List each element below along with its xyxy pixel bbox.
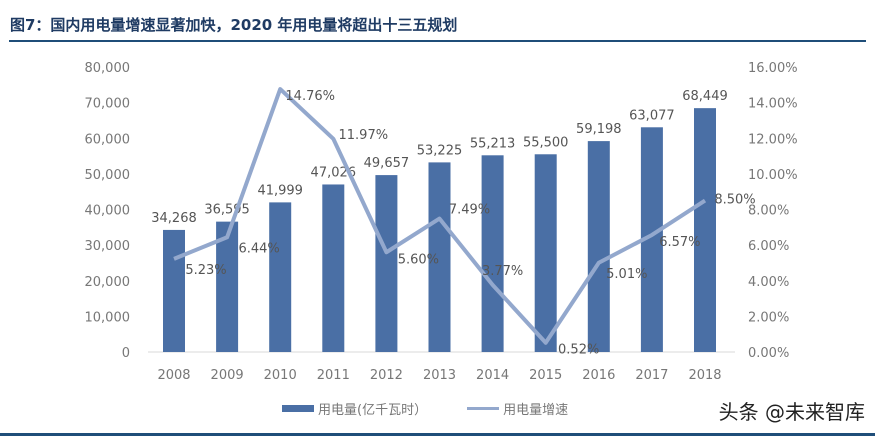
- legend-line-swatch: [467, 407, 500, 410]
- figure-title: 图7：国内用电量增速显著加快，2020 年用电量将超出十三五规划: [10, 16, 458, 34]
- line-data-label: 14.76%: [285, 89, 335, 104]
- line-data-label: 6.44%: [238, 241, 279, 256]
- line-data-label: 5.23%: [185, 263, 226, 278]
- line-data-label: 6.57%: [659, 235, 700, 250]
- x-tick: 2017: [635, 368, 668, 383]
- x-tick: 2014: [476, 368, 509, 383]
- bar: [322, 184, 345, 352]
- title-divider: [9, 40, 866, 42]
- legend-bar-swatch: [282, 405, 314, 412]
- bar: [375, 175, 398, 352]
- y-right-tick: 12.00%: [748, 132, 798, 147]
- y-right-tick: 4.00%: [748, 275, 789, 290]
- y-right-tick: 14.00%: [748, 97, 798, 112]
- bar-data-label: 59,198: [576, 122, 622, 137]
- x-tick: 2009: [211, 368, 244, 383]
- y-right-tick: 8.00%: [748, 204, 789, 219]
- bar-data-label: 63,077: [629, 108, 675, 123]
- bar-data-label: 68,449: [682, 89, 728, 104]
- line-data-label: 7.49%: [449, 203, 490, 218]
- bar-data-label: 55,213: [470, 136, 516, 151]
- watermark: 头条 @未来智库: [718, 400, 865, 424]
- bar-data-label: 53,225: [417, 143, 463, 158]
- bar: [481, 155, 504, 352]
- y-left-tick: 70,000: [85, 97, 131, 112]
- y-right-tick: 16.00%: [748, 61, 798, 76]
- bar: [694, 108, 716, 352]
- bar: [587, 141, 610, 352]
- x-tick: 2018: [688, 368, 721, 383]
- bar: [269, 202, 292, 352]
- legend-line-label: 用电量增速: [503, 403, 569, 418]
- bar: [640, 127, 663, 353]
- line-data-label: 5.01%: [606, 267, 647, 282]
- bar: [216, 221, 239, 352]
- y-left-tick: 60,000: [85, 132, 131, 147]
- y-right-tick: 0.00%: [748, 346, 789, 361]
- x-tick: 2013: [423, 368, 456, 383]
- bar: [534, 154, 557, 352]
- bottom-divider: [0, 433, 875, 436]
- y-left-tick: 30,000: [85, 239, 131, 254]
- bar-data-label: 55,500: [523, 135, 569, 150]
- bar-data-label: 41,999: [257, 183, 303, 198]
- line-data-label: 8.50%: [714, 193, 755, 208]
- y-right-tick: 10.00%: [748, 168, 798, 183]
- y-right-tick: 2.00%: [748, 310, 789, 325]
- y-left-tick: 10,000: [85, 310, 131, 325]
- bar-data-label: 36,595: [204, 203, 250, 218]
- x-tick: 2008: [157, 368, 190, 383]
- x-tick: 2015: [529, 368, 562, 383]
- y-left-tick: 40,000: [85, 204, 131, 219]
- bar-data-label: 49,657: [364, 156, 410, 171]
- line-data-label: 3.77%: [482, 264, 523, 279]
- y-left-tick: 50,000: [85, 168, 131, 183]
- x-tick: 2016: [582, 368, 615, 383]
- bar: [163, 229, 185, 352]
- legend: 用电量(亿千瓦时） 用电量增速: [282, 399, 568, 418]
- line-data-label: 0.52%: [558, 343, 599, 358]
- bar: [428, 162, 451, 352]
- y-left-tick: 0: [122, 346, 130, 361]
- bar-data-label: 34,268: [151, 211, 197, 226]
- y-right-tick: 6.00%: [748, 239, 789, 254]
- bar-data-label: 47,026: [311, 165, 357, 180]
- line-data-label: 5.60%: [398, 252, 439, 267]
- x-tick: 2012: [370, 368, 403, 383]
- y-left-tick: 20,000: [85, 275, 131, 290]
- y-left-tick: 80,000: [85, 61, 131, 76]
- x-tick: 2011: [317, 368, 350, 383]
- x-tick: 2010: [264, 368, 297, 383]
- legend-bar-label: 用电量(亿千瓦时）: [318, 403, 428, 418]
- line-data-label: 11.97%: [339, 128, 389, 143]
